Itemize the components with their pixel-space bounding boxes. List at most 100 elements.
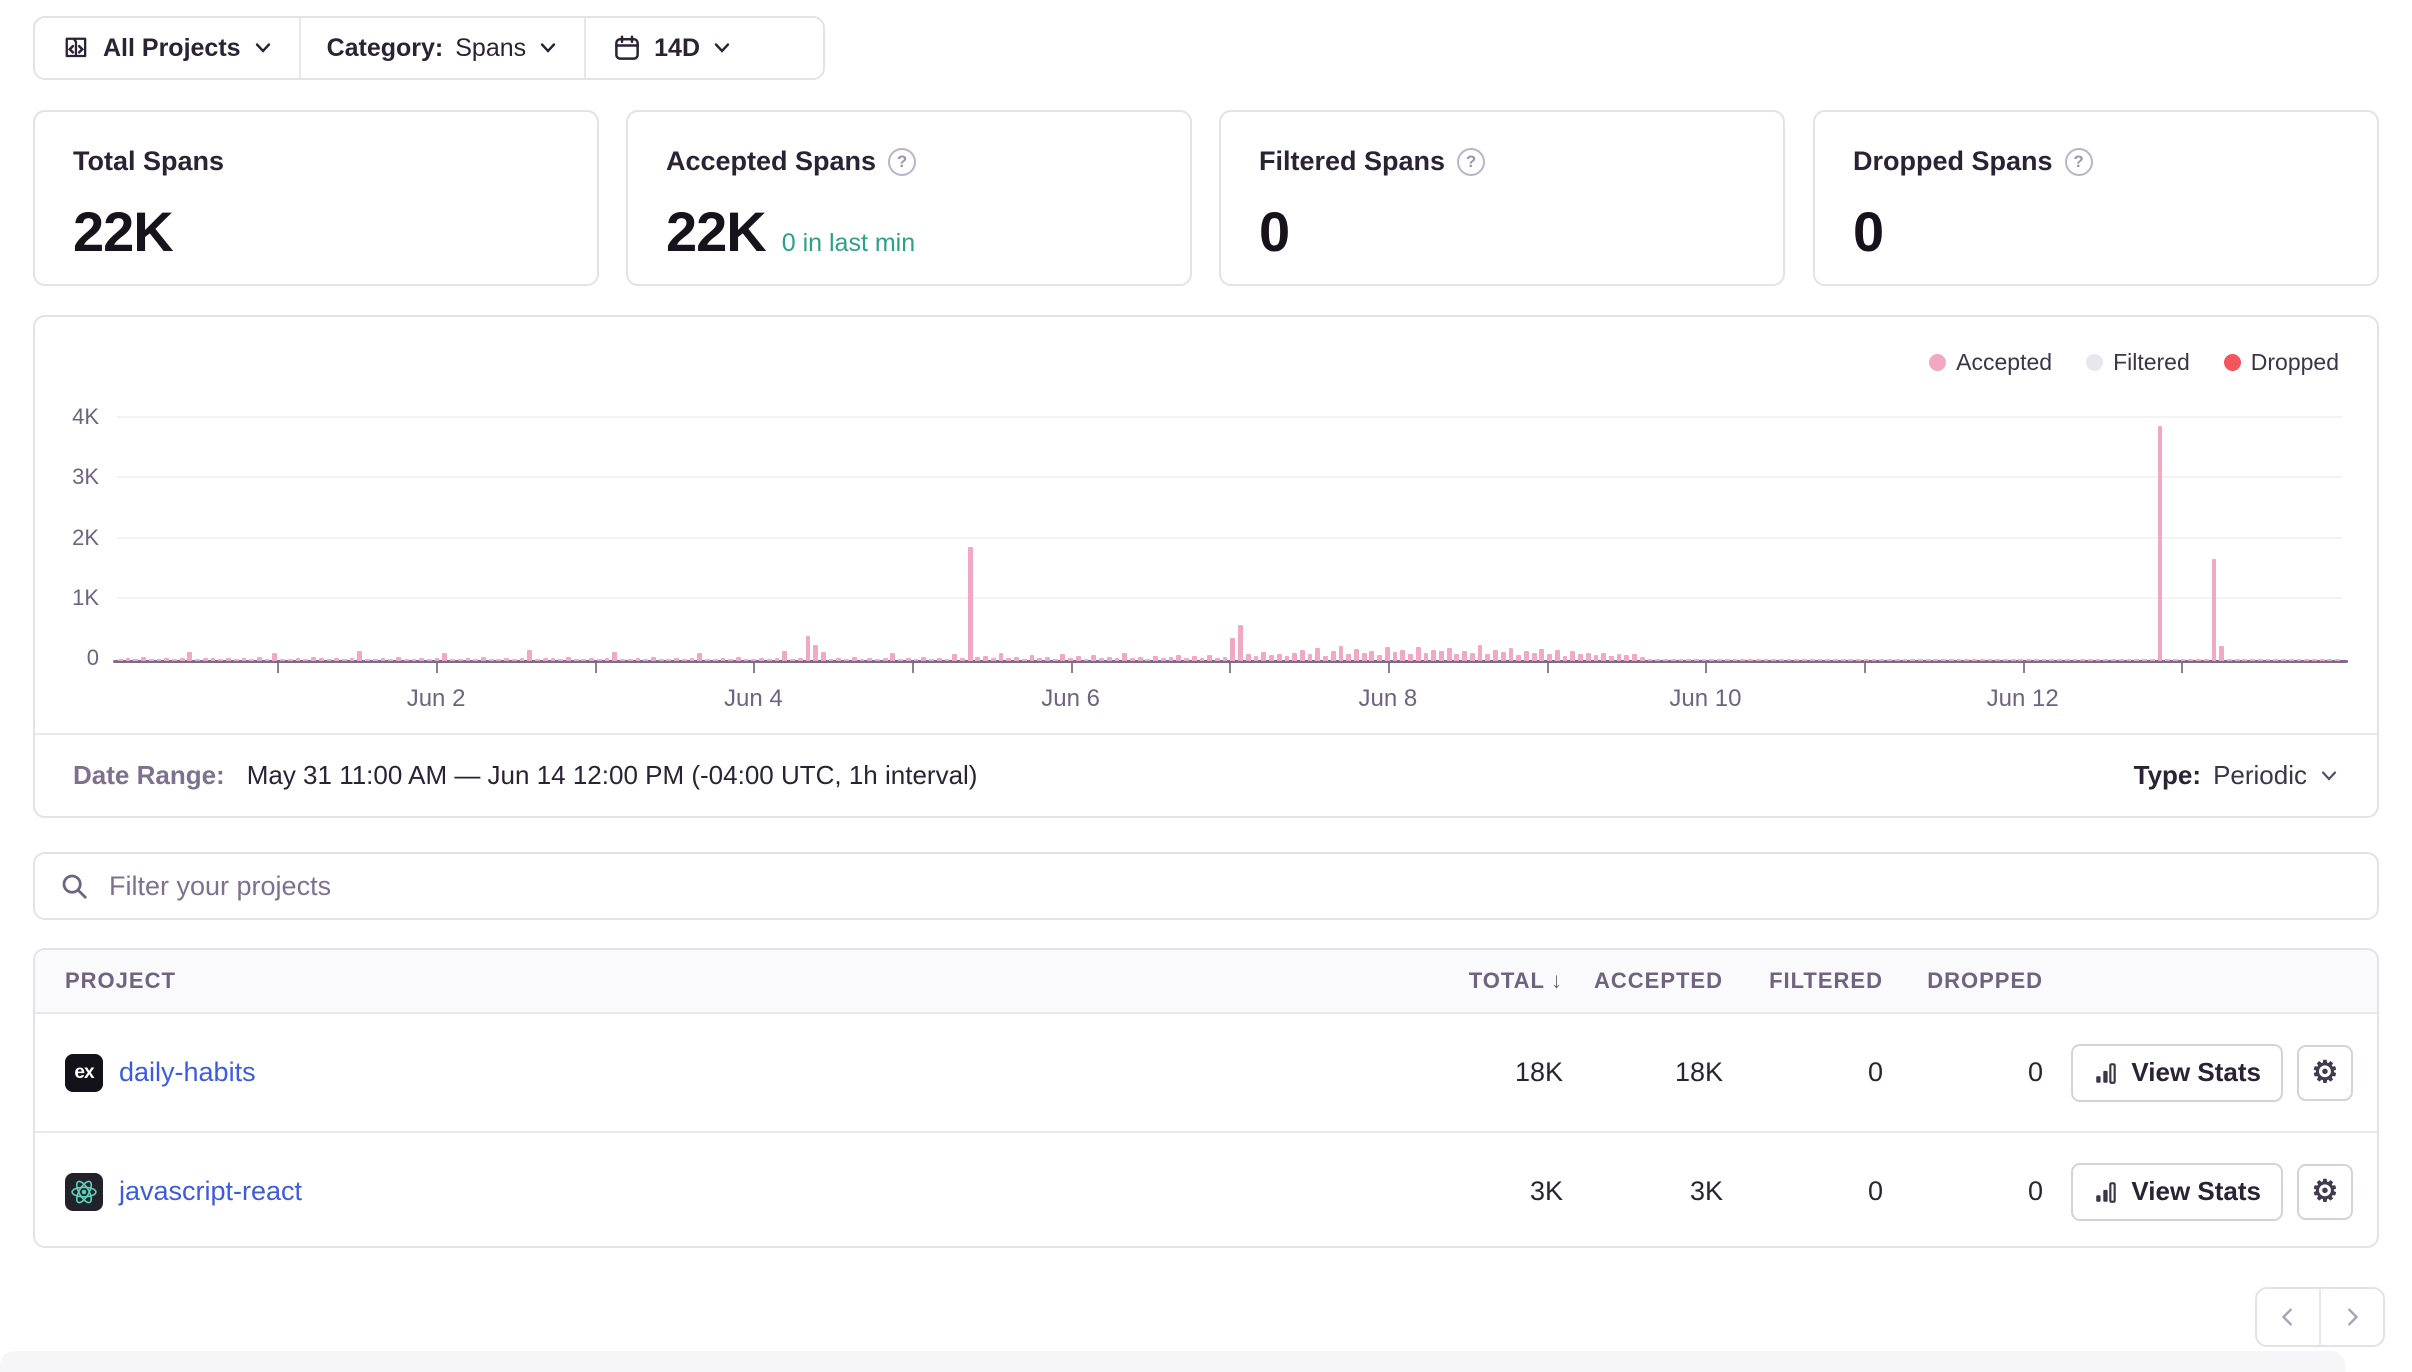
help-icon[interactable]: ? <box>2064 147 2093 176</box>
chart-bar <box>867 658 873 661</box>
chart-bar <box>929 658 934 661</box>
chart-bar <box>148 658 154 661</box>
stat-card-accepted-spans: Accepted Spans ? 22K 0 in last min <box>626 110 1192 286</box>
view-stats-button[interactable]: View Stats <box>2071 1162 2283 1221</box>
chart-bar <box>1686 659 1692 661</box>
legend-item-filtered[interactable]: Filtered <box>2086 349 2190 376</box>
chart-bar <box>1979 659 1985 661</box>
chart-bar <box>1037 658 1043 661</box>
chart-bar <box>1925 659 1931 661</box>
chart-bar <box>2072 659 2078 661</box>
previous-page-button[interactable] <box>2257 1289 2319 1345</box>
chart-bar <box>2118 659 2124 661</box>
filters-toolbar: All Projects Category: Spans 14D <box>33 16 825 80</box>
chevron-down-icon <box>714 43 730 53</box>
projects-filter-dropdown[interactable]: All Projects <box>35 18 299 78</box>
chart-bar <box>712 658 718 661</box>
project-link[interactable]: daily-habits <box>119 1057 256 1087</box>
chart-bar <box>1323 655 1328 661</box>
view-stats-button[interactable]: View Stats <box>2071 1043 2283 1102</box>
chart-bar <box>651 657 656 661</box>
chart-bar <box>1871 659 1877 661</box>
chart-bar <box>697 652 703 661</box>
help-icon[interactable]: ? <box>1457 147 1486 176</box>
table-row: javascript-react 3K 3K 0 0 View Stats ⚙ <box>35 1131 2377 1246</box>
chart-bar <box>141 657 146 661</box>
chart-bar <box>1624 655 1630 661</box>
usage-chart: 0 1K 2K 3K 4K Jun 2 Jun 4 Jun 6 Jun 8 Jun 10 Jun 1… <box>72 404 2348 712</box>
chart-bar <box>164 657 170 661</box>
legend-label: Filtered <box>2113 349 2190 375</box>
help-icon[interactable]: ? <box>888 147 917 176</box>
chart-bar <box>1593 654 1599 661</box>
chart-bar <box>1222 657 1228 661</box>
chart-bar <box>241 658 247 661</box>
chart-bar <box>1168 657 1174 661</box>
type-label: Type: <box>2133 760 2202 790</box>
chart-bar <box>1338 645 1344 661</box>
divider <box>35 733 2377 735</box>
gridline <box>117 536 2342 539</box>
projects-table: PROJECT TOTAL ↓ ACCEPTED FILTERED DROPPED… <box>33 948 2379 1248</box>
chart-bar <box>1531 653 1537 661</box>
chart-bar <box>1933 659 1939 661</box>
chart-bar <box>627 658 633 661</box>
chart-bar <box>2165 659 2171 661</box>
search-icon <box>62 874 87 899</box>
legend-item-dropped[interactable]: Dropped <box>2223 349 2339 376</box>
chart-bar <box>125 658 131 661</box>
x-axis-tick <box>1705 663 1708 673</box>
chart-bar <box>2196 659 2201 661</box>
stat-card-title: Accepted Spans <box>666 146 877 176</box>
chart-bar <box>952 653 958 661</box>
chart-bar <box>2219 645 2225 661</box>
next-page-button[interactable] <box>2319 1289 2383 1345</box>
chart-bar <box>1462 650 1467 661</box>
chart-bar <box>2041 659 2047 661</box>
project-settings-button[interactable]: ⚙ <box>2297 1044 2353 1101</box>
chart-bar <box>1477 645 1483 661</box>
chart-bar <box>1184 657 1189 661</box>
chart-bar <box>249 659 255 661</box>
chart-bar <box>1508 647 1514 661</box>
chart-bar <box>1415 646 1421 661</box>
chart-bar <box>1454 653 1460 661</box>
chart-bar <box>1585 652 1591 661</box>
chart-bar <box>1948 659 1954 661</box>
chart-bar <box>875 659 880 661</box>
chart-bar <box>1369 650 1375 661</box>
chart-bar <box>1732 659 1738 661</box>
date-range-dropdown[interactable]: 14D <box>584 18 758 78</box>
stat-card-value: 0 <box>1259 200 1290 263</box>
column-header-total[interactable]: TOTAL ↓ <box>1468 968 1563 993</box>
chart-bar <box>1802 659 1807 661</box>
chart-bar <box>1060 654 1066 661</box>
legend-dot <box>2086 354 2104 371</box>
category-filter-dropdown[interactable]: Category: Spans <box>298 18 585 78</box>
column-header-accepted[interactable]: ACCEPTED <box>1593 968 1723 993</box>
chart-bar <box>790 658 795 661</box>
legend-item-accepted[interactable]: Accepted <box>1929 349 2052 376</box>
chart-bar <box>341 659 347 661</box>
chart-bar <box>720 658 726 661</box>
chart-bar <box>2288 659 2294 661</box>
column-header-dropped[interactable]: DROPPED <box>1927 968 2043 993</box>
gridline <box>117 596 2342 599</box>
project-settings-button[interactable]: ⚙ <box>2297 1163 2353 1220</box>
chart-bar <box>882 657 888 661</box>
legend-label: Dropped <box>2250 349 2339 375</box>
chart-bar <box>1562 655 1568 661</box>
chart-bar <box>1941 659 1946 661</box>
chart-bar <box>442 652 448 661</box>
project-filter-input[interactable] <box>107 869 2353 903</box>
chart-bar <box>1408 654 1413 661</box>
chart-bar <box>1879 659 1885 661</box>
chart-bar <box>1014 656 1019 661</box>
chart-bar <box>2327 659 2333 661</box>
project-link[interactable]: javascript-react <box>119 1176 303 1206</box>
category-filter-value: Spans <box>455 33 527 62</box>
chart-bar <box>905 658 911 661</box>
chevron-down-icon <box>2321 770 2337 781</box>
type-dropdown[interactable]: Type: Periodic <box>2134 760 2339 791</box>
column-header-filtered[interactable]: FILTERED <box>1769 968 1883 993</box>
